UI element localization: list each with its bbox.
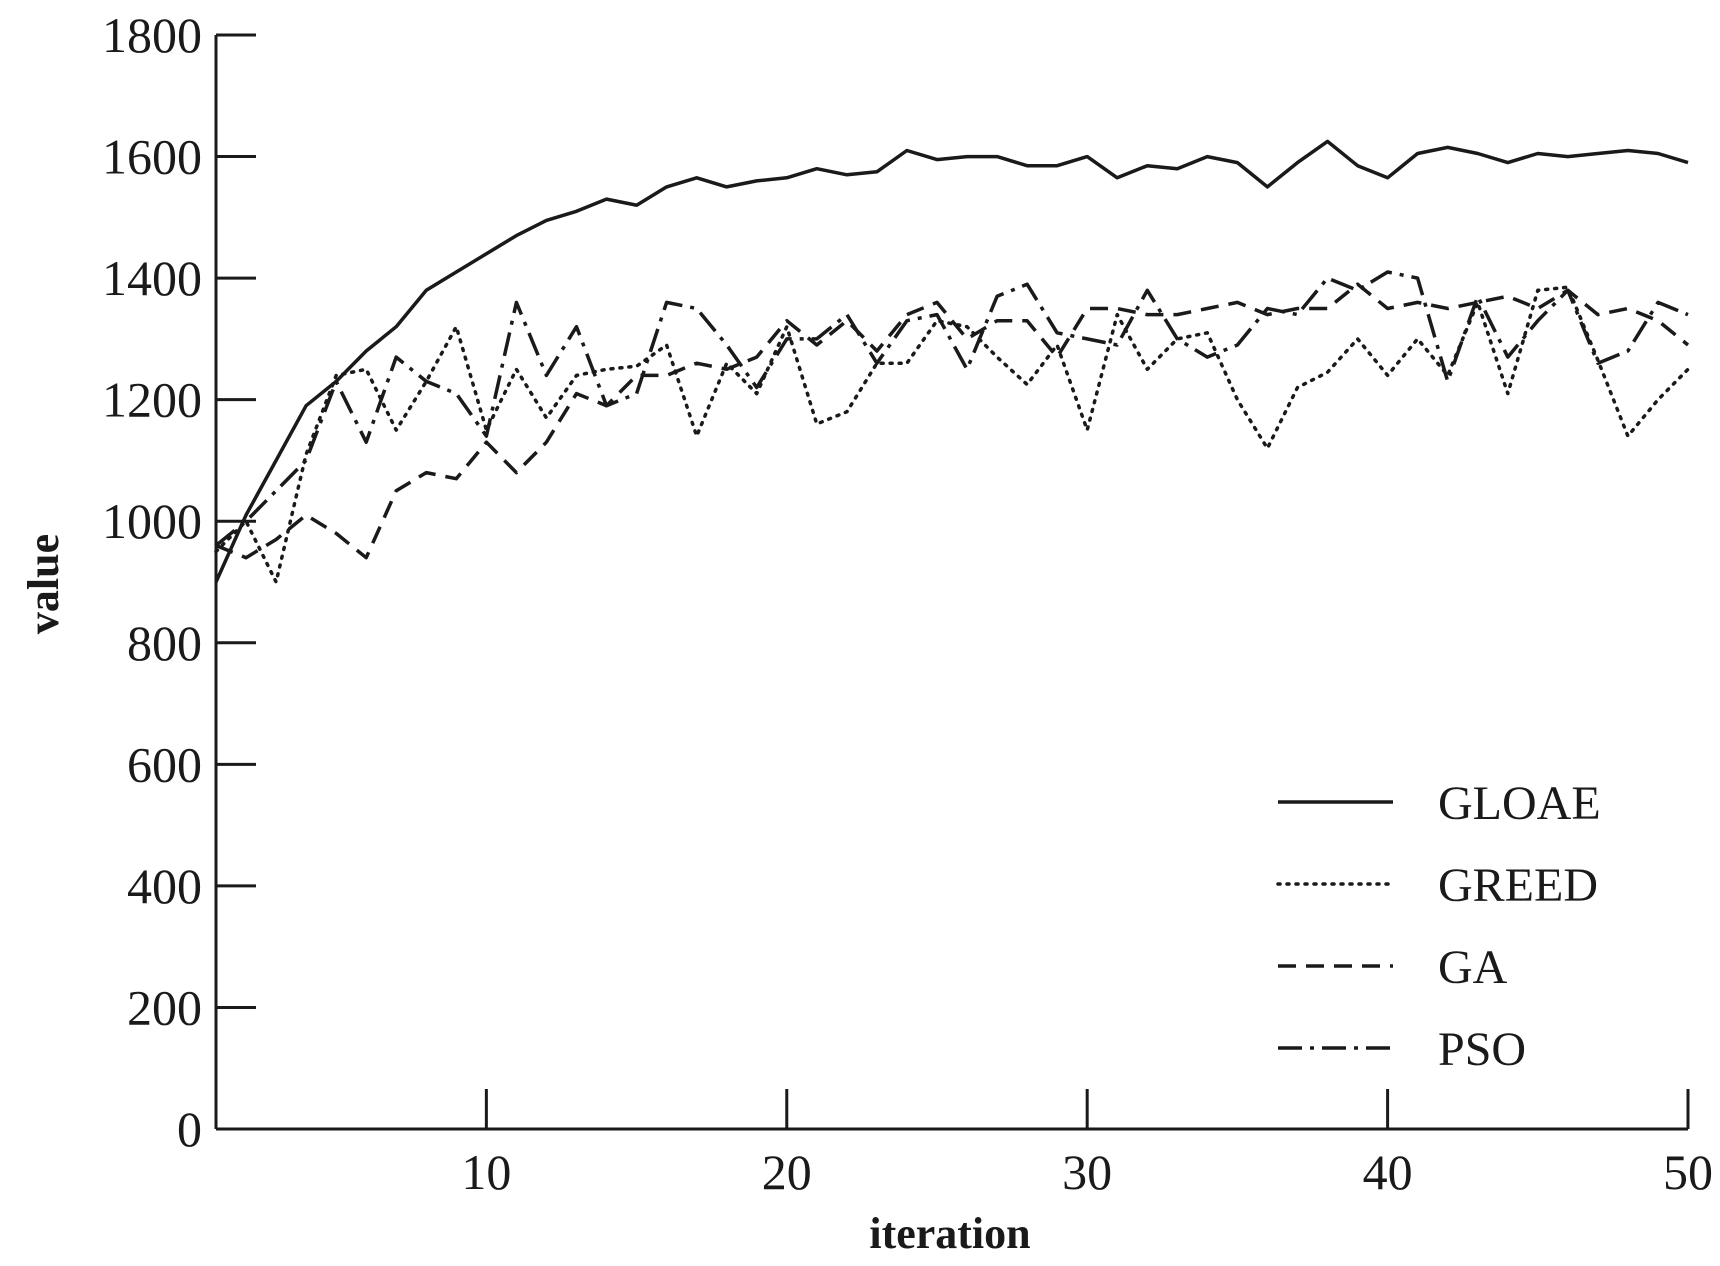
- y-tick-label: 1600: [102, 129, 202, 185]
- legend-label-gloae: GLOAE: [1438, 777, 1601, 830]
- legend-label-ga: GA: [1438, 941, 1508, 994]
- x-tick-label: 10: [461, 1144, 511, 1200]
- y-tick-label: 1200: [102, 372, 202, 428]
- y-tick-label: 0: [177, 1101, 202, 1157]
- series-lines: [214, 139, 1690, 584]
- y-tick-label: 600: [127, 736, 202, 792]
- x-tick-label: 40: [1363, 1144, 1413, 1200]
- x-tick-label: 30: [1062, 1144, 1112, 1200]
- legend: GLOAE GREED GA PSO: [1276, 777, 1601, 1076]
- x-tick-label: 50: [1663, 1144, 1713, 1200]
- series-line-ga: [215, 282, 1690, 560]
- series-line-gloae: [214, 139, 1689, 583]
- y-tick-label: 1800: [102, 7, 202, 63]
- y-tick-label: 400: [127, 858, 202, 914]
- y-axis-title: value: [19, 534, 68, 634]
- y-tick-label: 1000: [102, 493, 202, 549]
- series-line-greed: [214, 285, 1690, 584]
- legend-label-greed: GREED: [1438, 859, 1598, 912]
- y-tick-label: 800: [127, 615, 202, 671]
- y-tick-label: 1400: [102, 250, 202, 306]
- y-tick-label: 200: [127, 979, 202, 1035]
- series-line-pso: [214, 270, 1689, 547]
- x-tick-label: 20: [762, 1144, 812, 1200]
- axes: 0 200 400 600 800 1000 1200 1400 1600 1800 10 20 30 4…: [102, 7, 1713, 1200]
- x-axis-title: iteration: [869, 1209, 1030, 1258]
- legend-label-pso: PSO: [1438, 1023, 1526, 1076]
